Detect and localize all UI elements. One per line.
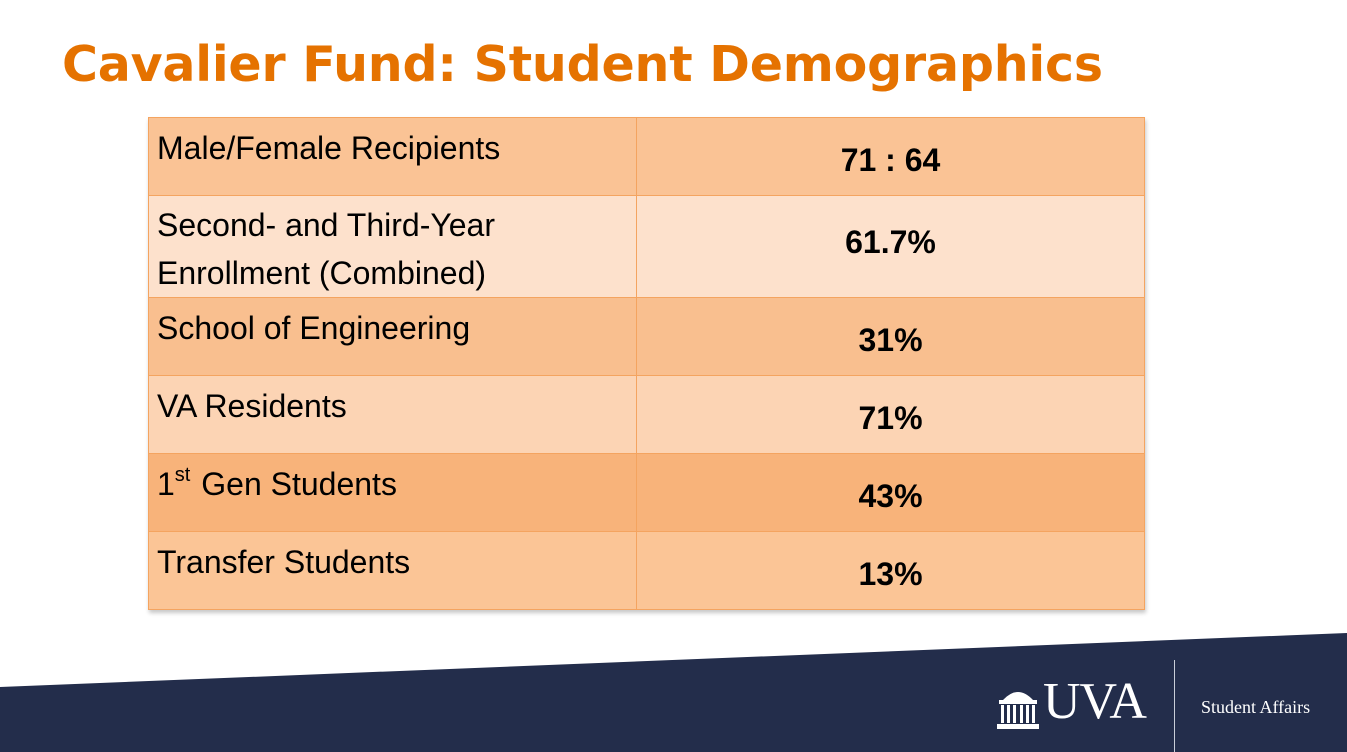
row-label: Second- and Third-Year Enrollment (Combi…	[148, 195, 637, 298]
row-label: VA Residents	[148, 375, 637, 454]
rotunda-icon	[997, 692, 1039, 729]
row-label: Transfer Students	[148, 531, 637, 610]
row-value: 43%	[636, 453, 1145, 532]
table-row: 1st Gen Students 43%	[148, 453, 1145, 532]
row-value: 71%	[636, 375, 1145, 454]
unit-name: Student Affairs	[1201, 697, 1311, 717]
uva-wordmark: UVA	[1043, 673, 1147, 730]
row-value: 61.7%	[636, 195, 1145, 298]
table-row: Transfer Students 13%	[148, 531, 1145, 610]
row-value: 13%	[636, 531, 1145, 610]
table-row: Second- and Third-Year Enrollment (Combi…	[148, 195, 1145, 298]
row-label: Male/Female Recipients	[148, 117, 637, 196]
row-label: School of Engineering	[148, 297, 637, 376]
logo-divider	[1174, 660, 1175, 752]
demographics-table: Male/Female Recipients 71 : 64 Second- a…	[148, 117, 1145, 610]
table-row: School of Engineering 31%	[148, 297, 1145, 376]
row-label-suffix: Gen Students	[192, 466, 397, 502]
uva-logo: UVA Student Affairs	[995, 660, 1347, 752]
table-row: Male/Female Recipients 71 : 64	[148, 117, 1145, 196]
row-label: 1st Gen Students	[148, 453, 637, 532]
table-row: VA Residents 71%	[148, 375, 1145, 454]
slide-title: Cavalier Fund: Student Demographics	[62, 36, 1103, 93]
row-value: 31%	[636, 297, 1145, 376]
row-label-prefix: 1	[157, 466, 175, 502]
row-label-line2: Enrollment (Combined)	[157, 255, 487, 291]
row-label-superscript: st	[174, 464, 191, 487]
row-value: 71 : 64	[636, 117, 1145, 196]
row-label-line1: Second- and Third-Year	[157, 207, 495, 243]
